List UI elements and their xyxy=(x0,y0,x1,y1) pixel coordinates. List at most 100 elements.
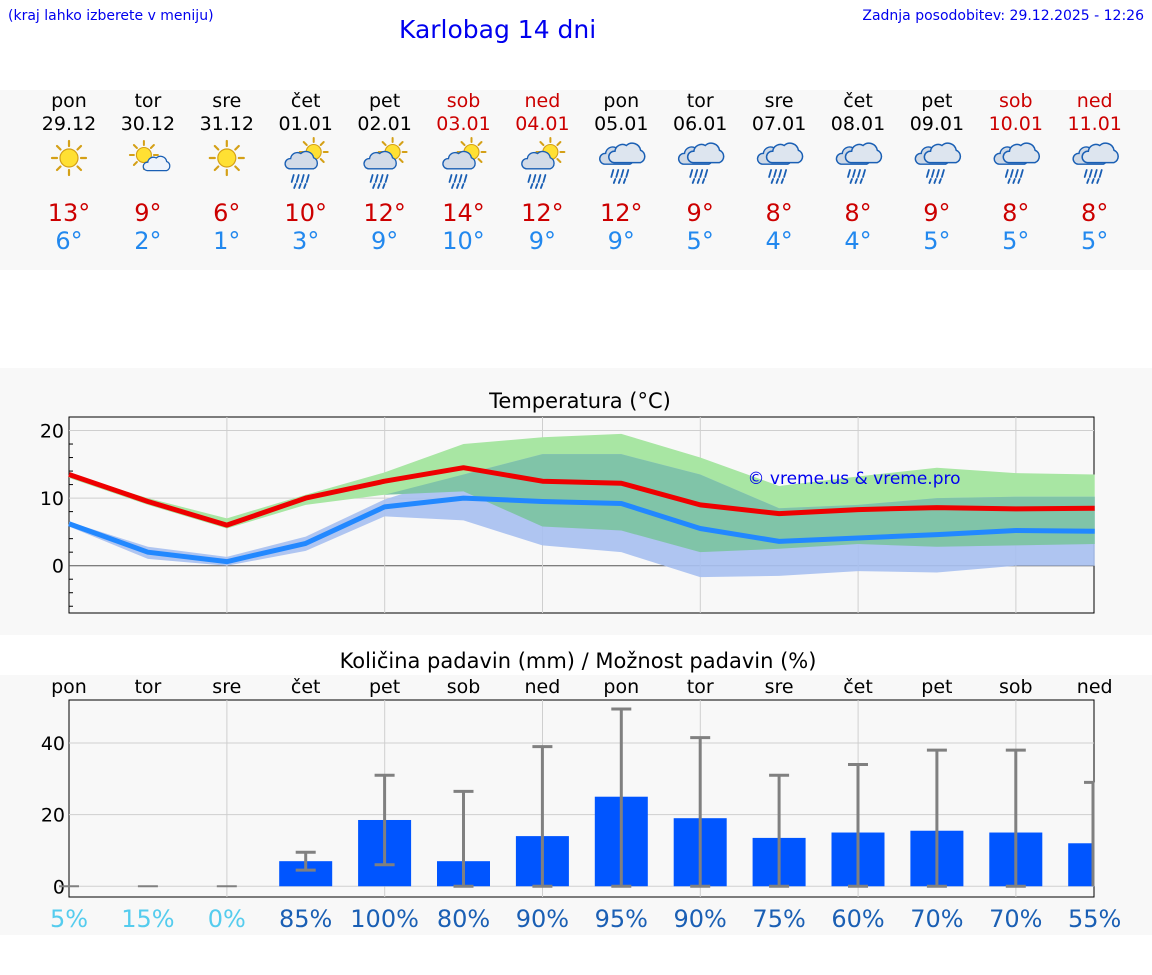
day-date-12: 10.01 xyxy=(989,113,1043,135)
min-temp-0: 6° xyxy=(55,227,82,255)
precip-chance-11: 70% xyxy=(910,905,963,933)
precip-chance-7: 95% xyxy=(595,905,648,933)
day-name-1: tor xyxy=(134,90,161,112)
sun-rain-icon xyxy=(364,138,407,188)
day-date-1: 30.12 xyxy=(121,113,175,135)
precip-day-7: pon xyxy=(603,676,639,698)
max-temp-11: 9° xyxy=(923,199,950,227)
precip-day-2: sre xyxy=(212,676,241,698)
min-temp-7: 9° xyxy=(608,227,635,255)
min-temp-5: 10° xyxy=(442,227,485,255)
rain-cloud-icon xyxy=(915,143,960,183)
precip-day-0: pon xyxy=(51,676,87,698)
sun-rain-icon xyxy=(522,138,565,188)
precip-day-11: pet xyxy=(921,676,952,698)
max-temp-3: 10° xyxy=(284,199,327,227)
precip-day-6: ned xyxy=(525,676,561,698)
min-temp-4: 9° xyxy=(371,227,398,255)
precip-day-5: sob xyxy=(447,676,481,698)
max-temp-9: 8° xyxy=(765,199,792,227)
day-date-13: 11.01 xyxy=(1067,113,1121,135)
precip-chance-3: 85% xyxy=(279,905,332,933)
sun-rain-icon xyxy=(285,138,328,188)
day-name-6: ned xyxy=(525,90,561,112)
day-date-3: 01.01 xyxy=(278,113,332,135)
max-temp-6: 12° xyxy=(521,199,564,227)
precip-chance-5: 80% xyxy=(437,905,490,933)
day-date-6: 04.01 xyxy=(515,113,569,135)
min-temp-12: 5° xyxy=(1002,227,1029,255)
temperature-chart-title: Temperatura (°C) xyxy=(488,389,671,413)
watermark-text: © vreme.us & vreme.pro xyxy=(747,469,960,489)
temp-ytick-10: 10 xyxy=(40,488,64,510)
day-date-11: 09.01 xyxy=(910,113,964,135)
max-temp-2: 6° xyxy=(213,199,240,227)
min-temp-11: 5° xyxy=(923,227,950,255)
precip-chance-0: 5% xyxy=(50,905,88,933)
day-name-12: sob xyxy=(999,90,1033,112)
precip-ytick-40: 40 xyxy=(41,733,65,755)
sun-cloud-icon xyxy=(130,141,170,171)
day-name-3: čet xyxy=(291,90,321,112)
precip-chance-13: 55% xyxy=(1068,905,1121,933)
min-temp-9: 4° xyxy=(765,227,792,255)
forecast-graphics: pon29.1213°6°tor30.129°2°sre31.126°1°čet… xyxy=(0,0,1152,975)
day-name-7: pon xyxy=(603,90,639,112)
precip-chart-title: Količina padavin (mm) / Možnost padavin … xyxy=(340,649,817,673)
day-name-0: pon xyxy=(51,90,87,112)
precip-day-3: čet xyxy=(291,676,321,698)
day-name-10: čet xyxy=(843,90,873,112)
max-temp-4: 12° xyxy=(363,199,406,227)
day-date-4: 02.01 xyxy=(357,113,411,135)
day-name-8: tor xyxy=(687,90,714,112)
sun-icon xyxy=(210,141,244,175)
max-temp-13: 8° xyxy=(1081,199,1108,227)
day-name-13: ned xyxy=(1077,90,1113,112)
precip-ytick-20: 20 xyxy=(41,805,65,827)
max-temp-8: 9° xyxy=(687,199,714,227)
day-date-10: 08.01 xyxy=(831,113,885,135)
precip-chance-1: 15% xyxy=(121,905,174,933)
min-temp-3: 3° xyxy=(292,227,319,255)
max-temp-5: 14° xyxy=(442,199,485,227)
precip-chance-10: 60% xyxy=(831,905,884,933)
min-temp-8: 5° xyxy=(687,227,714,255)
precip-day-9: sre xyxy=(765,676,794,698)
max-temp-10: 8° xyxy=(844,199,871,227)
temp-ytick-20: 20 xyxy=(40,421,64,443)
max-temp-7: 12° xyxy=(600,199,643,227)
precip-day-4: pet xyxy=(369,676,400,698)
day-date-9: 07.01 xyxy=(752,113,806,135)
precip-day-8: tor xyxy=(687,676,714,698)
precip-chance-8: 90% xyxy=(674,905,727,933)
precip-bar-13 xyxy=(1068,843,1094,886)
precip-chance-2: 0% xyxy=(208,905,246,933)
day-name-9: sre xyxy=(765,90,794,112)
max-temp-1: 9° xyxy=(134,199,161,227)
precip-day-13: ned xyxy=(1077,676,1113,698)
min-temp-1: 2° xyxy=(134,227,161,255)
rain-cloud-icon xyxy=(758,143,803,183)
day-name-5: sob xyxy=(447,90,481,112)
max-temp-0: 13° xyxy=(48,199,91,227)
rain-cloud-icon xyxy=(679,143,724,183)
day-name-4: pet xyxy=(369,90,400,112)
precip-day-12: sob xyxy=(999,676,1033,698)
rain-cloud-icon xyxy=(994,143,1039,183)
precip-day-10: čet xyxy=(843,676,873,698)
sun-icon xyxy=(52,141,86,175)
precip-chance-6: 90% xyxy=(516,905,569,933)
min-temp-6: 9° xyxy=(529,227,556,255)
rain-cloud-icon xyxy=(600,143,645,183)
precip-chance-9: 75% xyxy=(752,905,805,933)
precip-chance-12: 70% xyxy=(989,905,1042,933)
sun-rain-icon xyxy=(443,138,486,188)
day-date-2: 31.12 xyxy=(200,113,254,135)
day-date-8: 06.01 xyxy=(673,113,727,135)
day-name-11: pet xyxy=(921,90,952,112)
temp-ytick-0: 0 xyxy=(52,556,64,578)
day-date-5: 03.01 xyxy=(436,113,490,135)
day-date-0: 29.12 xyxy=(42,113,96,135)
min-temp-10: 4° xyxy=(844,227,871,255)
day-name-2: sre xyxy=(212,90,241,112)
